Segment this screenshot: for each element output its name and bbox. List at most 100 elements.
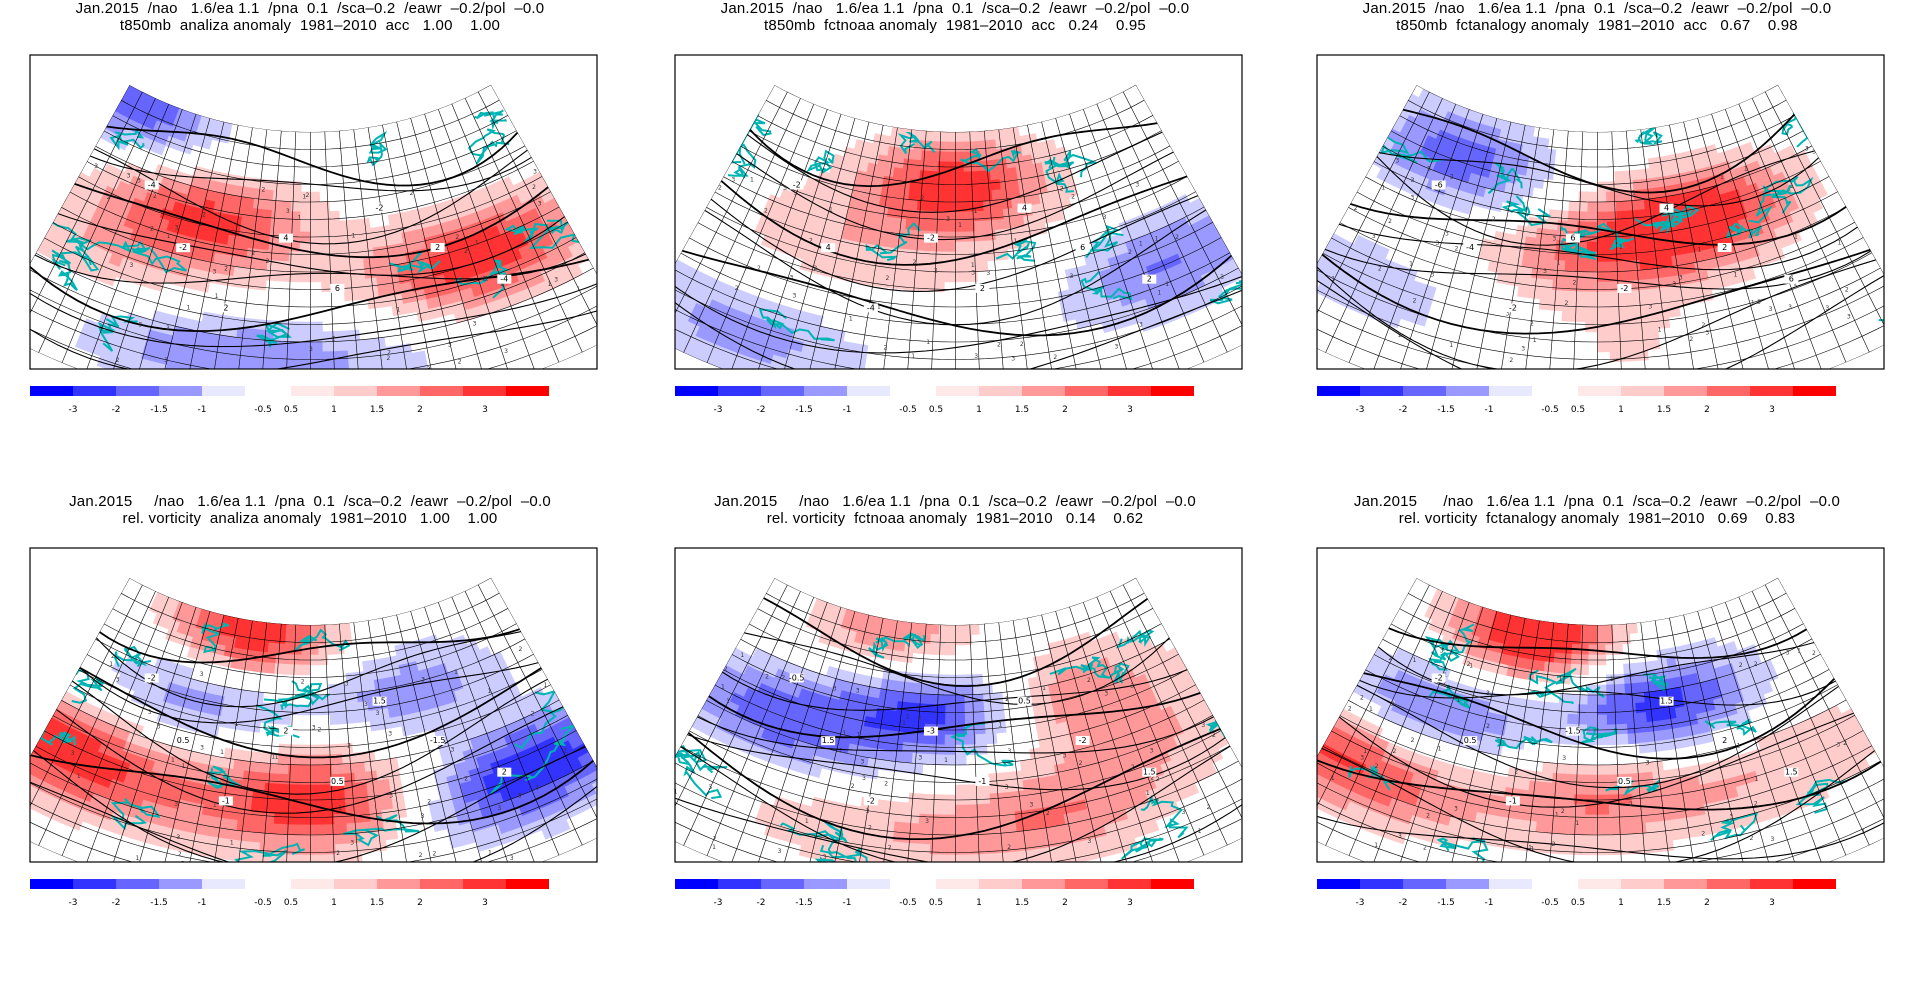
svg-text:3: 3 xyxy=(823,854,827,861)
svg-text:3: 3 xyxy=(946,216,950,223)
svg-text:3: 3 xyxy=(1543,268,1547,275)
svg-text:2: 2 xyxy=(301,679,305,686)
svg-text:2: 2 xyxy=(1020,341,1024,348)
colorbar: -3 -2 -1.5 -1 -0.5 0.5 1 1.5 2 3 xyxy=(30,386,549,415)
svg-text:3: 3 xyxy=(504,348,508,355)
svg-text:2: 2 xyxy=(1739,662,1743,669)
svg-text:1: 1 xyxy=(302,194,306,201)
svg-text:1: 1 xyxy=(843,730,847,737)
svg-text:1: 1 xyxy=(1165,281,1169,288)
svg-text:2: 2 xyxy=(464,775,468,782)
svg-text:2: 2 xyxy=(1565,300,1569,307)
svg-text:3: 3 xyxy=(200,745,204,752)
svg-text:1: 1 xyxy=(1331,276,1335,283)
svg-text:1: 1 xyxy=(1155,235,1159,242)
svg-text:1: 1 xyxy=(712,844,716,851)
colorbar-tick: 1.5 xyxy=(370,898,384,908)
svg-text:1: 1 xyxy=(220,749,224,756)
svg-text:1: 1 xyxy=(215,293,219,300)
svg-text:2: 2 xyxy=(885,275,889,282)
svg-text:3: 3 xyxy=(364,701,368,708)
anomaly-map: 3313212113112131311123213313131332333211… xyxy=(29,547,598,863)
contour-label: 2 xyxy=(435,243,440,252)
svg-text:3: 3 xyxy=(1445,231,1449,238)
contour-label: 0.5 xyxy=(331,777,344,786)
svg-text:2: 2 xyxy=(410,190,414,197)
svg-text:3: 3 xyxy=(1679,275,1683,282)
svg-text:3: 3 xyxy=(778,848,782,855)
svg-text:1: 1 xyxy=(1744,166,1748,173)
svg-text:2: 2 xyxy=(1175,234,1179,241)
svg-text:1: 1 xyxy=(317,370,321,372)
svg-text:1: 1 xyxy=(25,314,29,321)
svg-text:2: 2 xyxy=(178,851,182,858)
map-panel-1: Jan.2015 /nao 1.6/ea 1.1 /pna 0.1 /sca–0… xyxy=(10,0,610,440)
svg-text:1: 1 xyxy=(352,232,356,239)
svg-text:2: 2 xyxy=(1845,286,1849,293)
svg-text:1: 1 xyxy=(1797,647,1801,654)
colorbar-tick: 2 xyxy=(1704,898,1710,908)
svg-text:2: 2 xyxy=(1413,298,1417,305)
svg-text:3: 3 xyxy=(1139,322,1143,329)
colorbar-tick: -1 xyxy=(198,405,207,415)
contour-label: 1.5 xyxy=(822,736,835,745)
svg-text:3: 3 xyxy=(1454,805,1458,812)
contour-label: -2 xyxy=(179,243,187,252)
svg-text:2: 2 xyxy=(153,193,157,200)
svg-text:1: 1 xyxy=(1737,742,1741,749)
svg-text:1: 1 xyxy=(1558,676,1562,683)
colorbar-tick: -1 xyxy=(843,405,852,415)
svg-text:3: 3 xyxy=(1104,691,1108,698)
panel-title-line2: rel. vorticity fctnoaa anomaly 1981–2010… xyxy=(766,510,1144,527)
svg-text:3: 3 xyxy=(862,775,866,782)
svg-text:2: 2 xyxy=(1411,737,1415,744)
map-panel-5: Jan.2015 /nao 1.6/ea 1.1 /pna 0.1 /sca–0… xyxy=(655,493,1255,933)
svg-text:3: 3 xyxy=(594,762,598,769)
svg-text:3: 3 xyxy=(1430,271,1434,278)
contour-label: 4 xyxy=(1664,204,1669,213)
svg-text:3: 3 xyxy=(533,169,537,176)
svg-text:1: 1 xyxy=(911,353,915,360)
svg-text:2: 2 xyxy=(735,285,739,292)
colorbar-tick: 0.5 xyxy=(929,898,943,908)
panel-title-line1: Jan.2015 /nao 1.6/ea 1.1 /pna 0.1 /sca–0… xyxy=(1362,0,1832,17)
svg-text:1: 1 xyxy=(235,721,239,728)
svg-text:1: 1 xyxy=(974,208,978,215)
colorbar: -3 -2 -1.5 -1 -0.5 0.5 1 1.5 2 3 xyxy=(1317,879,1836,908)
svg-text:2: 2 xyxy=(1750,835,1754,842)
svg-text:2: 2 xyxy=(1071,193,1075,200)
svg-text:3: 3 xyxy=(1506,311,1510,318)
svg-text:2: 2 xyxy=(1486,723,1490,730)
svg-text:2: 2 xyxy=(427,798,431,805)
svg-text:3: 3 xyxy=(918,754,922,761)
svg-text:2: 2 xyxy=(1423,845,1427,852)
svg-text:2: 2 xyxy=(224,265,228,272)
svg-text:2: 2 xyxy=(1360,695,1364,702)
contour-label: 0.5 xyxy=(177,736,190,745)
svg-text:1: 1 xyxy=(1530,845,1534,852)
svg-text:2: 2 xyxy=(724,666,728,673)
svg-text:3: 3 xyxy=(1410,177,1414,184)
svg-text:1: 1 xyxy=(475,240,479,247)
svg-text:3: 3 xyxy=(783,185,787,192)
svg-text:2: 2 xyxy=(1754,661,1758,668)
svg-text:3: 3 xyxy=(1115,344,1119,351)
svg-text:3: 3 xyxy=(1360,755,1364,762)
svg-text:2: 2 xyxy=(535,784,539,791)
svg-text:2: 2 xyxy=(868,824,872,831)
contour-label: -4 xyxy=(867,303,875,312)
svg-text:3: 3 xyxy=(212,268,216,275)
svg-text:3: 3 xyxy=(833,685,837,692)
svg-text:2: 2 xyxy=(997,342,1001,349)
panel-title-line1: Jan.2015 /nao 1.6/ea 1.1 /pna 0.1 /sca–0… xyxy=(69,493,551,510)
svg-text:2: 2 xyxy=(1053,354,1057,361)
map-panel-3: Jan.2015 /nao 1.6/ea 1.1 /pna 0.1 /sca–0… xyxy=(1297,0,1897,440)
svg-text:3: 3 xyxy=(127,172,131,179)
svg-text:3: 3 xyxy=(129,262,133,269)
svg-text:3: 3 xyxy=(421,813,425,820)
svg-text:2: 2 xyxy=(419,852,423,859)
svg-text:1: 1 xyxy=(902,720,906,727)
svg-text:2: 2 xyxy=(387,350,391,357)
colorbar-tick: 1 xyxy=(976,405,982,415)
contour-label: 6 xyxy=(1080,243,1085,252)
